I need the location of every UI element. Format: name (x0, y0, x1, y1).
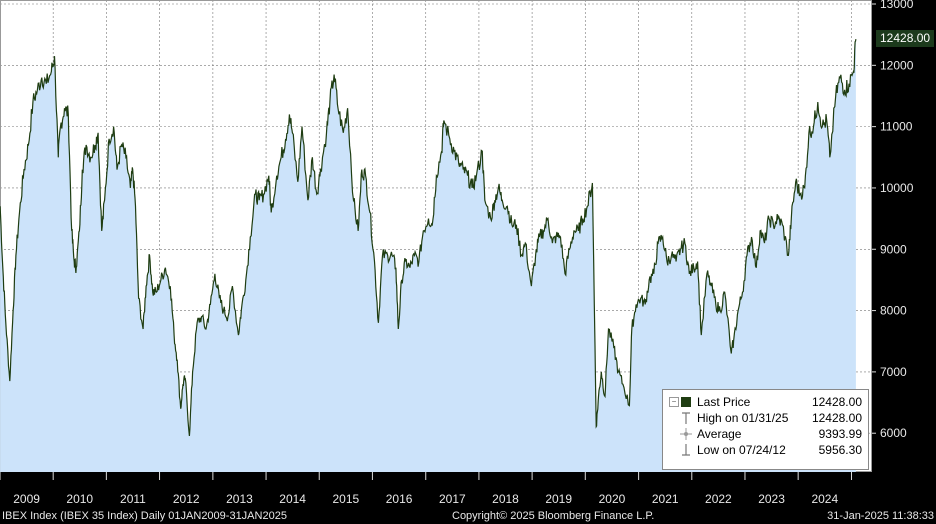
x-tick-label: 2018 (492, 492, 519, 506)
legend-label: Average (697, 427, 742, 441)
legend-row-low: Low on 07/24/12 5956.30 (663, 442, 868, 458)
y-tick-label: 10000 (880, 181, 914, 195)
y-tick-label: 11000 (880, 120, 913, 134)
legend-value: 12428.00 (811, 411, 862, 425)
price-line (0, 38, 857, 436)
x-tick-label: 2015 (332, 492, 359, 506)
x-tick-label: 2014 (279, 492, 306, 506)
x-tick-label: 2024 (811, 492, 838, 506)
x-tick-label: 2023 (758, 492, 785, 506)
footer-timestamp: 31-Jan-2025 11:38:33 (827, 510, 934, 522)
y-tick-label: 12000 (880, 58, 914, 72)
legend-row-last-price: − Last Price 12428.00 (663, 394, 868, 410)
legend-label: Low on 07/24/12 (697, 443, 786, 457)
y-tick-label: 7000 (880, 365, 907, 379)
legend-row-average: Average 9393.99 (663, 426, 868, 442)
x-tick-label: 2017 (439, 492, 466, 506)
x-tick-label: 2019 (545, 492, 572, 506)
x-tick-label: 2021 (652, 492, 679, 506)
x-tick-label: 2010 (66, 492, 93, 506)
filled-square-icon (681, 397, 691, 407)
y-tick-label: 6000 (880, 426, 907, 440)
x-tick-label: 2009 (13, 492, 40, 506)
y-axis: 6000 7000 8000 9000 10000 11000 12000 13000 (872, 0, 914, 440)
legend-value: 9393.99 (818, 427, 862, 441)
legend-value: 5956.30 (818, 443, 862, 457)
price-area-fill (0, 39, 856, 472)
legend-value: 12428.00 (811, 395, 862, 409)
legend-row-high: High on 01/31/25 12428.00 (663, 410, 868, 426)
last-value-tag: 12428.00 (876, 30, 935, 47)
y-tick-label: 13000 (880, 0, 914, 11)
average-marker-icon (680, 428, 692, 440)
x-tick-label: 2013 (226, 492, 253, 506)
x-tick-label: 2022 (705, 492, 732, 506)
y-tick-label: 8000 (880, 304, 907, 318)
low-marker-icon (682, 444, 690, 456)
footer-copyright: Copyright© 2025 Bloomberg Finance L.P. (452, 510, 655, 522)
collapse-icon[interactable]: − (669, 397, 679, 407)
x-tick-label: 2012 (173, 492, 200, 506)
x-axis: 2009 2010 2011 2012 2013 2014 2015 2016 2017 2018… (0, 472, 852, 506)
legend-label: Last Price (697, 395, 751, 409)
chart-legend: − Last Price 12428.00 High on 01/31/25 1… (662, 389, 869, 470)
x-tick-label: 2016 (386, 492, 413, 506)
high-marker-icon (682, 412, 690, 424)
footer-security-info: IBEX Index (IBEX 35 Index) Daily 01JAN20… (2, 510, 287, 522)
y-tick-label: 9000 (880, 242, 907, 256)
chart-footer: IBEX Index (IBEX 35 Index) Daily 01JAN20… (0, 508, 936, 524)
x-tick-label: 2011 (120, 492, 146, 506)
price-chart: 6000 7000 8000 9000 10000 11000 12000 13000 200… (0, 0, 914, 506)
legend-label: High on 01/31/25 (697, 411, 789, 425)
x-tick-label: 2020 (599, 492, 626, 506)
